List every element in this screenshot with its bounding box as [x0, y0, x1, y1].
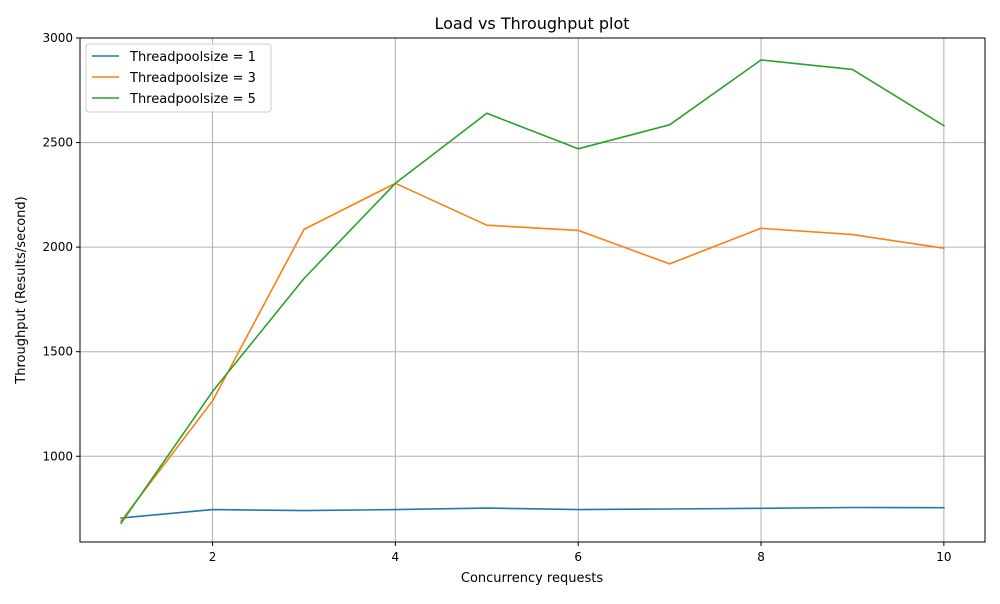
x-tick-label: 4 [392, 550, 400, 564]
legend-box [85, 43, 272, 113]
plot-frame [79, 37, 986, 543]
y-axis-label: Throughput (Results/second) [14, 196, 29, 384]
legend-label: Threadpoolsize = 5 [129, 92, 256, 107]
series-line-threadpoolsize-5 [119, 59, 946, 525]
legend-label: Threadpoolsize = 1 [129, 50, 256, 65]
x-axis-label: Concurrency requests [461, 571, 603, 586]
legend: Threadpoolsize = 1 Threadpoolsize = 3 Thre… [85, 43, 272, 113]
y-tick-label: 1000 [42, 449, 73, 463]
y-tick-label: 3000 [42, 31, 73, 45]
y-tick-label: 2500 [42, 136, 73, 150]
legend-label: Threadpoolsize = 3 [129, 71, 256, 86]
axis-ticks [76, 37, 945, 546]
x-tick-label: 10 [936, 550, 951, 564]
y-tick-label: 2000 [42, 240, 73, 254]
series-lines [119, 59, 946, 525]
series-line-threadpoolsize-1 [120, 506, 945, 519]
x-tick-label: 8 [757, 550, 765, 564]
x-tick-label: 6 [574, 550, 582, 564]
chart-title: Load vs Throughput plot [434, 14, 629, 33]
y-tick-label: 1500 [42, 345, 73, 359]
series-line-threadpoolsize-3 [119, 182, 945, 523]
legend-items: Threadpoolsize = 1 Threadpoolsize = 3 Thre… [92, 50, 256, 107]
axis-tick-labels: 2 4 6 8 10 1000 1500 2000 2500 3000 [42, 31, 951, 564]
x-tick-label: 2 [209, 550, 217, 564]
